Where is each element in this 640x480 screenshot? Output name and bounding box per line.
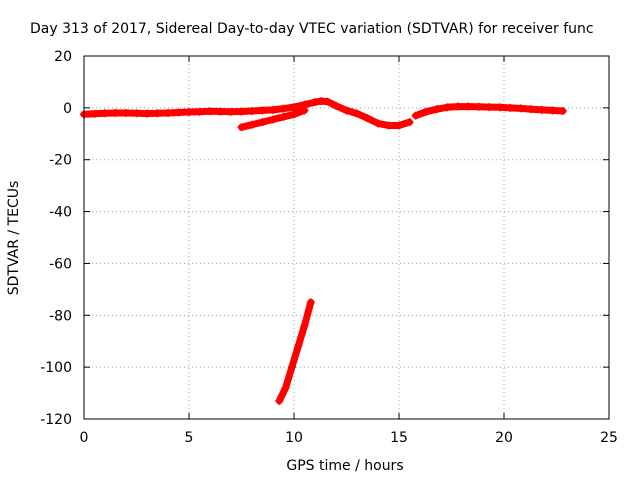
y-tick-label: -20 (49, 153, 72, 169)
data-point (279, 112, 288, 121)
data-point (464, 102, 473, 111)
data-point (290, 103, 298, 112)
data-point (111, 109, 120, 118)
data-point (206, 107, 214, 116)
data-point (143, 109, 151, 118)
plot-frame (83, 55, 610, 420)
data-point (294, 342, 303, 351)
x-tick-label: 20 (495, 430, 513, 446)
data-point (227, 107, 235, 116)
data-point (275, 396, 284, 405)
y-tick-label: 0 (63, 101, 72, 117)
data-point (422, 107, 431, 116)
data-series (80, 97, 567, 405)
data-point (122, 109, 130, 118)
data-point (495, 103, 504, 112)
data-point (300, 321, 309, 330)
data-point (269, 105, 277, 114)
data-point (506, 103, 515, 112)
data-point (269, 115, 277, 124)
y-tick-label: -120 (40, 412, 72, 428)
data-point (132, 109, 141, 118)
data-point (90, 109, 99, 118)
axis-ticks: 0 5 10 15 20 25 20 0 -20 -40 -60 -80 -100 -120 (40, 49, 618, 446)
data-point (248, 120, 256, 129)
data-point (290, 110, 298, 119)
data-point (384, 121, 393, 130)
data-point (432, 105, 441, 114)
series-late-trace (411, 102, 567, 120)
data-point (306, 298, 315, 307)
series-main-trace (80, 97, 414, 130)
data-point (485, 103, 494, 112)
data-point (516, 104, 525, 113)
data-point (548, 106, 557, 115)
y-tick-label: 20 (54, 49, 72, 65)
data-point (363, 114, 372, 123)
y-axis-label: SDTVAR / TECUs (6, 181, 22, 296)
data-point (164, 109, 172, 118)
x-axis-label: GPS time / hours (286, 458, 403, 474)
data-point (374, 119, 382, 128)
data-point (395, 121, 403, 130)
data-point (195, 107, 204, 116)
data-point (443, 103, 452, 112)
data-point (281, 383, 290, 392)
data-point (279, 104, 288, 113)
data-point (558, 106, 567, 115)
data-point (174, 108, 183, 117)
data-point (237, 107, 246, 116)
data-point (411, 111, 420, 120)
data-point (453, 102, 462, 111)
x-tick-label: 5 (185, 430, 194, 446)
data-point (405, 118, 414, 127)
x-tick-label: 15 (390, 430, 408, 446)
y-tick-label: -40 (49, 205, 72, 221)
x-tick-label: 25 (600, 430, 618, 446)
data-point (248, 106, 256, 115)
data-point (237, 123, 246, 132)
y-tick-label: -100 (40, 360, 72, 376)
series-band (275, 298, 315, 405)
x-tick-label: 0 (80, 430, 89, 446)
data-point (216, 107, 225, 116)
data-point (101, 109, 109, 118)
data-point (258, 106, 267, 115)
data-point (300, 106, 309, 115)
data-point (537, 105, 546, 114)
data-point (353, 109, 361, 118)
y-tick-label: -80 (49, 308, 72, 324)
data-point (311, 98, 319, 107)
data-point (153, 109, 162, 118)
series-branch-trace (237, 106, 309, 132)
chart-title: Day 313 of 2017, Sidereal Day-to-day VTE… (30, 21, 594, 37)
x-tick-label: 10 (285, 430, 303, 446)
series-drop-trace (275, 298, 315, 405)
y-tick-label: -60 (49, 256, 72, 272)
data-point (332, 101, 340, 110)
data-point (185, 108, 193, 117)
data-point (258, 118, 267, 127)
data-point (287, 363, 296, 372)
data-point (323, 97, 332, 106)
data-point (342, 106, 351, 115)
data-point (527, 105, 536, 114)
data-point (474, 102, 483, 111)
